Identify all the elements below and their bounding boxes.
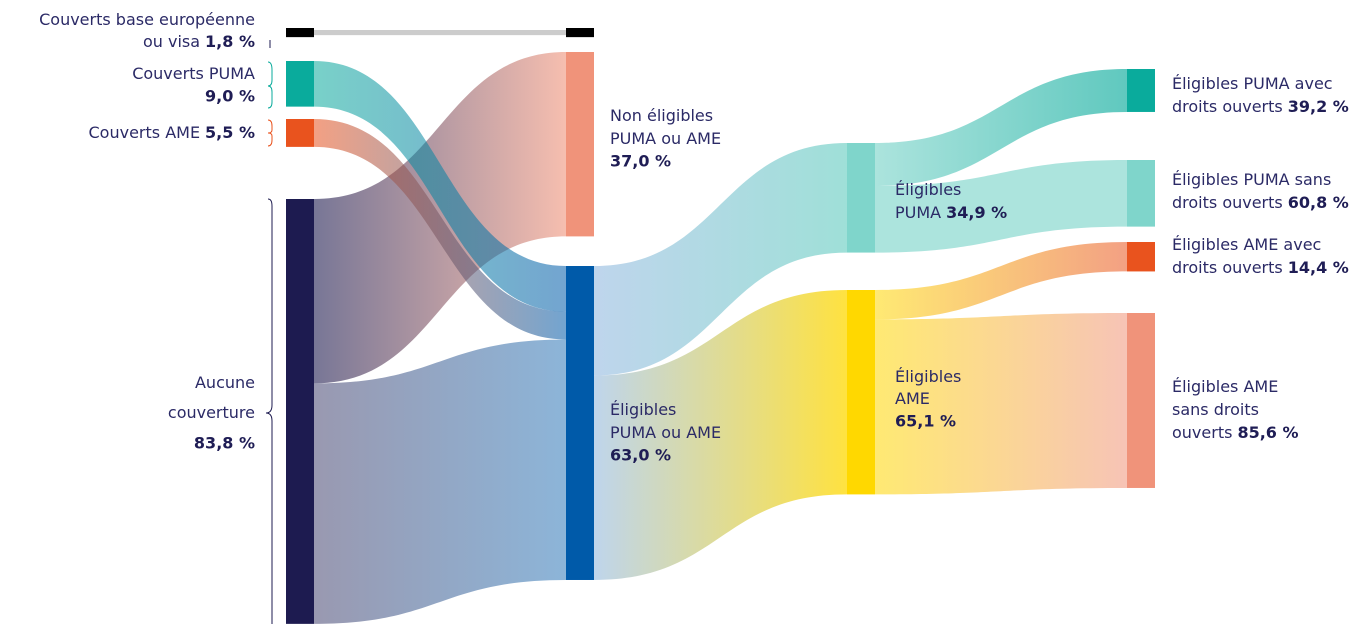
flow <box>875 69 1127 186</box>
node-name: Éligibles <box>610 400 676 419</box>
node-name: sans droits <box>1172 400 1259 419</box>
node-label: PUMA ou AME <box>610 129 721 148</box>
node-label: ouverts 85,6 % <box>1172 423 1299 442</box>
node-label: Éligibles AME <box>1172 377 1278 396</box>
node-value: 60,8 % <box>1288 193 1349 212</box>
node-label: ou visa 1,8 % <box>143 32 255 51</box>
node-label: AME <box>895 389 930 408</box>
node <box>286 61 314 107</box>
node <box>847 290 875 495</box>
node <box>286 199 314 624</box>
flow <box>875 242 1127 320</box>
node-name: Éligibles AME <box>1172 377 1278 396</box>
node-value: 34,9 % <box>946 203 1007 222</box>
bracket <box>267 61 273 109</box>
node-name: droits ouverts <box>1172 258 1283 277</box>
node-label: Éligibles <box>895 180 961 199</box>
node-value: 63,0 % <box>610 446 671 465</box>
node-name: Non éligibles <box>610 106 713 125</box>
node-label: Aucune <box>195 373 255 392</box>
node-value: 65,1 % <box>895 412 956 431</box>
node-value: 39,2 % <box>1288 97 1349 116</box>
node-name: PUMA ou AME <box>610 423 721 442</box>
node-name: Couverts base européenne <box>39 10 255 29</box>
node-label: sans droits <box>1172 400 1259 419</box>
node <box>1127 313 1155 488</box>
node-value: 9,0 % <box>205 87 255 106</box>
node-name: Couverts PUMA <box>132 64 255 83</box>
node-label: Couverts PUMA <box>132 64 255 83</box>
node <box>566 52 594 237</box>
node-value: 37,0 % <box>610 152 671 171</box>
node <box>566 266 594 580</box>
node <box>566 28 594 38</box>
node-name: ouverts <box>1172 423 1232 442</box>
node-name: couverture <box>168 403 255 422</box>
node-label: Éligibles PUMA avec <box>1172 74 1333 93</box>
node-value: 14,4 % <box>1288 258 1349 277</box>
node-label: Éligibles <box>895 367 961 386</box>
node <box>847 143 875 253</box>
node-name: PUMA <box>895 203 941 222</box>
flow <box>314 61 566 312</box>
node-name: PUMA ou AME <box>610 129 721 148</box>
flow <box>314 30 566 36</box>
flow <box>314 339 566 624</box>
node-value: 1,8 % <box>205 32 255 51</box>
node-label: Éligibles <box>610 400 676 419</box>
flow <box>594 143 847 376</box>
flow <box>875 160 1127 253</box>
node-name: droits ouverts <box>1172 97 1283 116</box>
flow <box>875 313 1127 495</box>
node-label: droits ouverts 39,2 % <box>1172 97 1349 116</box>
node-label: Couverts AME 5,5 % <box>89 123 256 142</box>
node <box>286 119 314 147</box>
node-name: Éligibles PUMA avec <box>1172 74 1333 93</box>
node-name: droits ouverts <box>1172 193 1283 212</box>
node-label: Éligibles AME avec <box>1172 235 1321 254</box>
bracket <box>267 119 273 147</box>
node-name: Éligibles PUMA sans <box>1172 170 1331 189</box>
node <box>1127 69 1155 112</box>
node-label: couverture <box>168 403 255 422</box>
node-name: Couverts AME <box>89 123 201 142</box>
node-value: 85,6 % <box>1237 423 1298 442</box>
node-name: Éligibles AME avec <box>1172 235 1321 254</box>
node-label: Couverts base européenne <box>39 10 255 29</box>
flow <box>594 290 847 580</box>
node-value: 83,8 % <box>194 434 255 453</box>
node-name: Éligibles <box>895 180 961 199</box>
node-name: Éligibles <box>895 367 961 386</box>
node-name: Aucune <box>195 373 255 392</box>
bracket <box>265 198 273 624</box>
node-name: ou visa <box>143 32 200 51</box>
node-label: Éligibles PUMA sans <box>1172 170 1331 189</box>
node <box>1127 160 1155 227</box>
node-name: AME <box>895 389 930 408</box>
node-label: PUMA 34,9 % <box>895 203 1007 222</box>
flow <box>314 119 566 340</box>
node <box>1127 242 1155 272</box>
node-label: droits ouverts 60,8 % <box>1172 193 1349 212</box>
node <box>286 28 314 38</box>
node-label: droits ouverts 14,4 % <box>1172 258 1349 277</box>
node-label: Non éligibles <box>610 106 713 125</box>
node-label: PUMA ou AME <box>610 423 721 442</box>
node-value: 5,5 % <box>205 123 255 142</box>
